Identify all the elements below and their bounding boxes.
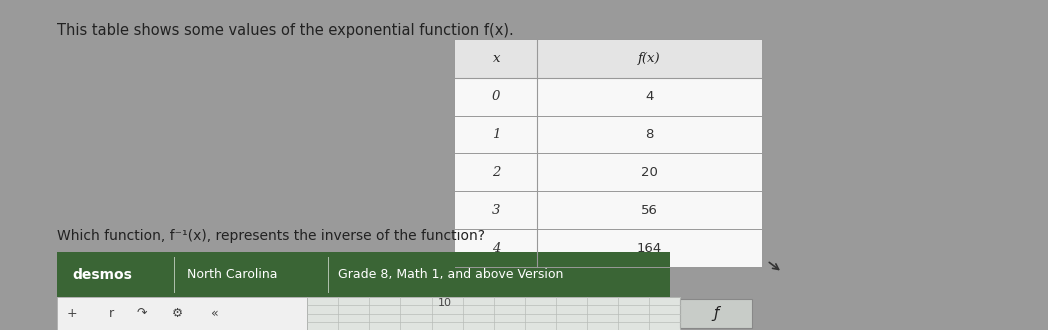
Text: This table shows some values of the exponential function f(x).: This table shows some values of the expo… <box>57 23 514 38</box>
Text: 10: 10 <box>438 298 452 308</box>
Text: x: x <box>493 52 500 65</box>
Bar <box>57 297 307 330</box>
Text: 164: 164 <box>637 242 662 255</box>
Text: 1: 1 <box>493 128 500 141</box>
Bar <box>455 229 762 267</box>
Bar <box>680 299 751 328</box>
Text: Which function, f⁻¹(x), represents the inverse of the function?: Which function, f⁻¹(x), represents the i… <box>57 229 485 243</box>
Bar <box>455 40 762 267</box>
Text: «: « <box>212 307 219 320</box>
Text: ƒ: ƒ <box>714 306 719 321</box>
Text: 3: 3 <box>493 204 500 217</box>
Bar <box>57 252 670 297</box>
Bar <box>455 115 762 153</box>
Bar <box>455 78 762 116</box>
Bar <box>455 153 762 191</box>
Text: 4: 4 <box>646 90 654 103</box>
Text: ↷: ↷ <box>136 307 147 320</box>
Text: 2: 2 <box>493 166 500 179</box>
Bar <box>455 191 762 229</box>
Bar <box>455 40 762 78</box>
Text: ⚙: ⚙ <box>172 307 183 320</box>
Text: +: + <box>67 307 78 320</box>
Text: 20: 20 <box>641 166 658 179</box>
Text: 8: 8 <box>646 128 654 141</box>
Text: f(x): f(x) <box>638 52 661 65</box>
Text: r: r <box>108 307 113 320</box>
Text: Grade 8, Math 1, and above Version: Grade 8, Math 1, and above Version <box>337 268 563 281</box>
Bar <box>307 297 680 330</box>
Text: desmos: desmos <box>72 268 132 282</box>
Text: 0: 0 <box>493 90 500 103</box>
Text: 4: 4 <box>493 242 500 255</box>
Text: North Carolina: North Carolina <box>187 268 277 281</box>
Text: 56: 56 <box>641 204 658 217</box>
